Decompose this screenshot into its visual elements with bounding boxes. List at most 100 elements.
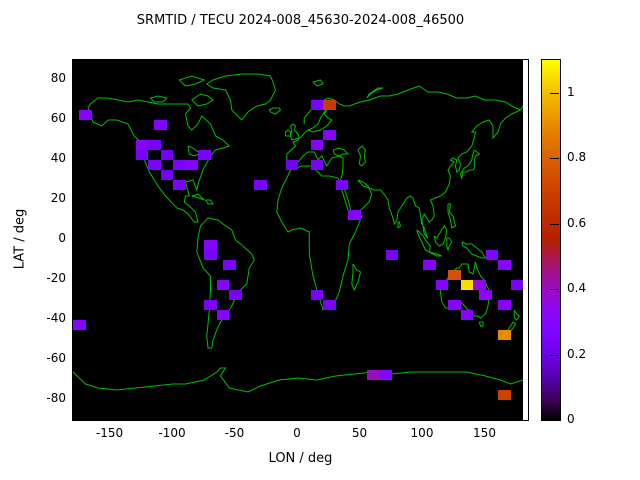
y-tick-label: -60 bbox=[46, 351, 66, 365]
coastline-path bbox=[87, 97, 231, 223]
heatmap-cell bbox=[198, 150, 211, 160]
heatmap-cell bbox=[173, 160, 186, 170]
colorbar bbox=[541, 59, 561, 421]
coastline-path bbox=[73, 367, 523, 393]
heatmap-cell bbox=[160, 170, 173, 180]
plot-frame bbox=[72, 59, 529, 421]
x-tick-label: -50 bbox=[224, 426, 245, 440]
colorbar-tick-mark bbox=[550, 158, 559, 160]
heatmap-cell bbox=[473, 280, 486, 290]
coastline-path bbox=[149, 95, 168, 103]
coastline-path bbox=[332, 147, 350, 157]
heatmap-cell bbox=[323, 100, 336, 110]
coastline-path bbox=[289, 123, 300, 141]
colorbar-tick-mark bbox=[550, 92, 559, 94]
heatmap-cell bbox=[366, 370, 380, 380]
coastline-path bbox=[366, 87, 384, 99]
heatmap-cell bbox=[498, 260, 511, 270]
y-tick-label: 60 bbox=[50, 111, 66, 125]
colorbar-tick-label: 0.6 bbox=[567, 215, 587, 230]
coastline-path bbox=[286, 105, 523, 239]
coastline-path bbox=[351, 263, 362, 292]
map-plot-area bbox=[73, 60, 523, 420]
heatmap-cell bbox=[310, 290, 323, 300]
heatmap-cell bbox=[254, 180, 267, 190]
heatmap-cell bbox=[216, 280, 230, 290]
heatmap-cell bbox=[448, 300, 461, 310]
coastline-path bbox=[205, 199, 214, 205]
coastline-path bbox=[357, 145, 367, 167]
heatmap-cell bbox=[460, 310, 473, 320]
heatmap-cell bbox=[310, 100, 323, 110]
coastline-path bbox=[312, 79, 324, 87]
coastline-path bbox=[205, 73, 277, 121]
coastline-path bbox=[191, 93, 214, 107]
heatmap-cell bbox=[229, 290, 242, 300]
heatmap-cell bbox=[148, 140, 161, 150]
colorbar-tick-mark bbox=[550, 419, 559, 420]
x-axis-label: LON / deg bbox=[268, 451, 333, 466]
coastline-path bbox=[276, 165, 363, 311]
heatmap-cell bbox=[323, 300, 336, 310]
colorbar-tick-label: 0.8 bbox=[567, 150, 587, 165]
heatmap-cell bbox=[223, 260, 236, 270]
coastline-path bbox=[429, 251, 442, 257]
coastline-path bbox=[446, 237, 453, 252]
heatmap-cell bbox=[323, 130, 336, 140]
heatmap-cell bbox=[204, 240, 217, 250]
heatmap-cell bbox=[204, 300, 217, 310]
y-tick-label: -40 bbox=[46, 311, 66, 325]
coastline-path bbox=[459, 149, 481, 180]
heatmap-cell bbox=[460, 280, 473, 290]
heatmap-cell bbox=[435, 280, 448, 290]
heatmap-cell bbox=[154, 120, 167, 130]
coastlines-map bbox=[73, 73, 523, 393]
coastline-path bbox=[307, 107, 333, 133]
heatmap-cell bbox=[310, 140, 323, 150]
coastline-path bbox=[461, 241, 487, 259]
heatmap-cell bbox=[423, 260, 436, 270]
heatmap-cell bbox=[510, 280, 523, 290]
x-tick-label: -150 bbox=[95, 426, 124, 440]
heatmap-cell bbox=[204, 250, 217, 260]
heatmap-cell bbox=[498, 300, 511, 310]
heatmap-cell bbox=[135, 150, 148, 160]
plot-title: SRMTID / TECU 2024-008_45630-2024-008_46… bbox=[136, 13, 465, 28]
heatmap-cell bbox=[185, 160, 198, 170]
y-tick-label: -80 bbox=[46, 391, 66, 405]
heatmap-cell bbox=[385, 250, 398, 260]
colorbar-tick-label: 0 bbox=[567, 412, 575, 426]
coastline-path bbox=[478, 321, 484, 327]
y-tick-label: -20 bbox=[46, 271, 66, 285]
y-tick-label: 40 bbox=[50, 151, 66, 165]
heatmap-cell bbox=[135, 140, 148, 150]
y-tick-label: 20 bbox=[50, 191, 66, 205]
heatmap-cell bbox=[310, 160, 323, 170]
heatmap-cell bbox=[335, 180, 348, 190]
y-tick-label: 0 bbox=[58, 231, 66, 245]
heatmap-cell bbox=[216, 310, 230, 320]
coastline-path bbox=[285, 129, 291, 137]
heatmap-cell bbox=[448, 270, 461, 280]
heatmap-cell bbox=[148, 160, 161, 170]
x-tick-label: 50 bbox=[351, 426, 368, 440]
coastline-path bbox=[447, 203, 457, 229]
heatmap-cell bbox=[348, 210, 361, 220]
x-tick-label: 0 bbox=[293, 426, 301, 440]
coastline-path bbox=[397, 221, 402, 229]
coastline-path bbox=[268, 107, 282, 115]
coastline-path bbox=[286, 129, 309, 166]
coastline-path bbox=[416, 229, 432, 253]
colorbar-tick-label: 0.4 bbox=[567, 281, 587, 296]
colorbar-tick-mark bbox=[550, 289, 559, 291]
heatmap-cell bbox=[485, 250, 498, 260]
colorbar-tick-label: 1 bbox=[567, 84, 575, 99]
y-tick-label: 80 bbox=[50, 71, 66, 85]
x-tick-label: 100 bbox=[410, 426, 434, 440]
heatmap-cell bbox=[379, 370, 392, 380]
coastline-path bbox=[433, 225, 448, 247]
colorbar-tick-label: 0.2 bbox=[567, 346, 587, 361]
x-tick-label: -100 bbox=[158, 426, 186, 440]
coastline-path bbox=[303, 85, 521, 124]
